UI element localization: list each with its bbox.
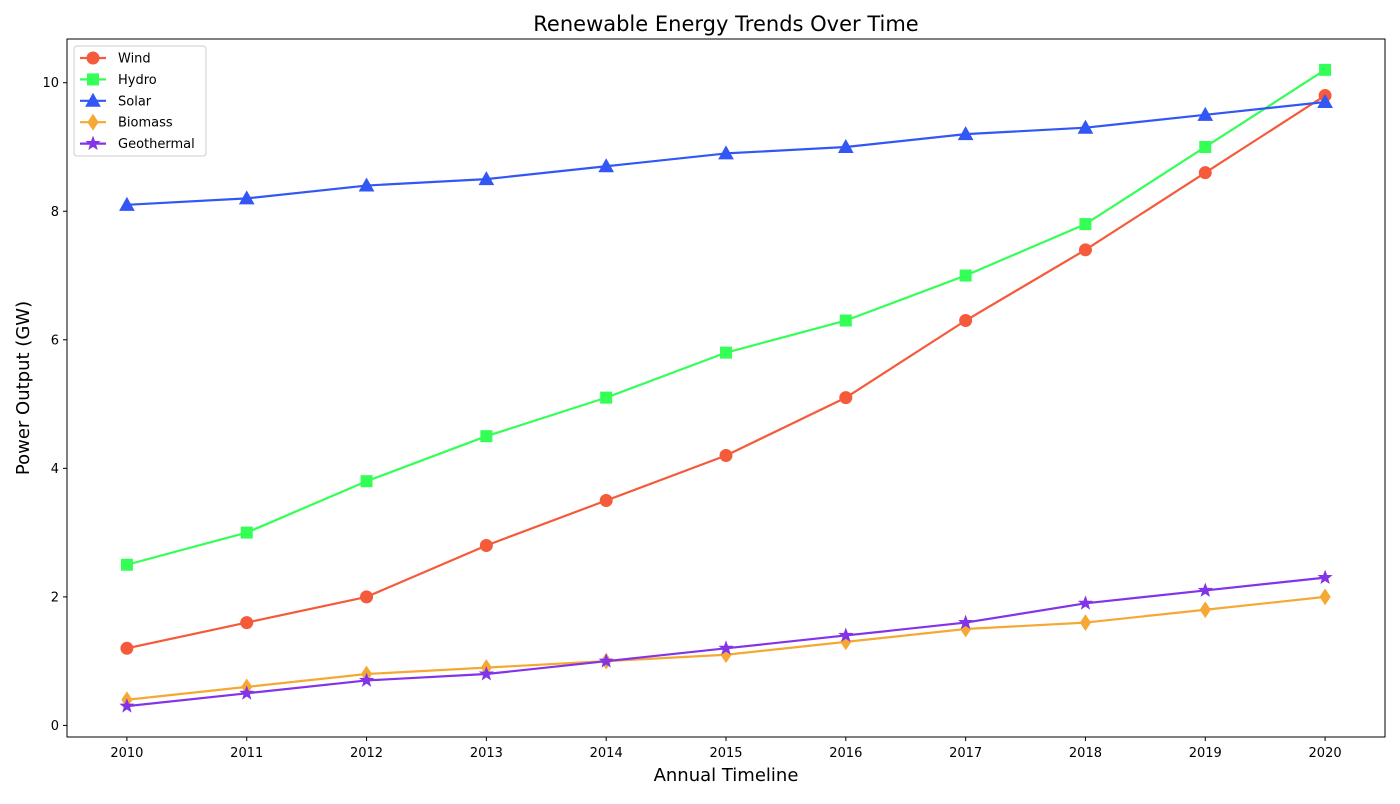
data-point-hydro — [1199, 140, 1212, 153]
data-point-geothermal — [958, 614, 974, 630]
data-point-hydro — [959, 269, 972, 282]
x-axis-label: Annual Timeline — [654, 765, 799, 786]
y-axis: 0 2 4 6 8 10 — [42, 76, 67, 734]
legend-item-hydro: Hydro — [80, 73, 157, 88]
data-point-hydro — [1319, 63, 1332, 76]
data-point-hydro — [480, 430, 493, 443]
data-point-wind — [120, 641, 134, 655]
data-point-solar — [358, 177, 375, 192]
data-point-solar — [1197, 106, 1214, 121]
legend-label-hydro: Hydro — [118, 73, 157, 88]
data-point-hydro — [720, 346, 732, 359]
data-point-solar — [1317, 93, 1333, 108]
data-point-solar — [837, 138, 854, 153]
legend-label-wind: Wind — [118, 52, 151, 67]
x-tick-label: 2017 — [949, 746, 982, 761]
data-point-solar — [478, 171, 495, 186]
data-point-hydro — [600, 391, 613, 404]
x-tick-label: 2018 — [1069, 746, 1102, 761]
data-point-geothermal — [598, 653, 614, 668]
data-point-geothermal — [838, 627, 854, 642]
x-tick-label: 2020 — [1309, 746, 1342, 761]
data-point-geothermal — [119, 698, 135, 713]
series-hydro — [120, 63, 1332, 571]
data-point-solar — [957, 126, 974, 141]
data-point-wind — [1078, 243, 1092, 257]
data-point-wind — [719, 448, 733, 462]
legend: Wind Hydro Solar Biomass Geothermal — [73, 45, 207, 157]
series-line-hydro — [125, 68, 1327, 566]
x-tick-label: 2011 — [230, 746, 263, 761]
legend-item-biomass: Biomass — [80, 113, 173, 131]
data-point-solar — [718, 145, 734, 160]
data-point-wind — [599, 493, 613, 507]
data-point-geothermal — [478, 666, 494, 681]
data-point-geothermal — [1317, 569, 1333, 585]
data-point-hydro — [1079, 218, 1092, 231]
data-point-geothermal — [1197, 582, 1213, 597]
legend-label-biomass: Biomass — [118, 116, 173, 131]
legend-label-solar: Solar — [118, 94, 152, 109]
data-point-wind — [1198, 166, 1212, 180]
x-tick-label: 2016 — [829, 746, 862, 761]
data-point-geothermal — [239, 685, 255, 700]
legend-marker-wind — [86, 51, 100, 65]
data-point-solar — [1077, 119, 1094, 134]
data-point-biomass — [1079, 614, 1092, 631]
y-tick-label: 10 — [42, 76, 59, 91]
data-point-solar — [119, 196, 135, 211]
data-point-geothermal — [358, 672, 375, 687]
data-point-biomass — [1199, 601, 1211, 619]
legend-item-geothermal: Geothermal — [80, 135, 195, 152]
legend-item-wind: Wind — [80, 51, 151, 67]
legend-item-solar: Solar — [80, 92, 152, 109]
data-point-hydro — [120, 558, 133, 571]
legend-label-geothermal: Geothermal — [118, 137, 195, 152]
legend-marker-geothermal — [85, 135, 101, 151]
x-tick-label: 2012 — [350, 746, 383, 761]
plot-frame — [66, 38, 1386, 738]
data-point-wind — [959, 314, 973, 328]
legend-marker-hydro — [87, 73, 99, 86]
y-tick-label: 0 — [51, 719, 59, 734]
series-layer — [119, 63, 1333, 713]
y-tick-label: 2 — [51, 590, 59, 605]
x-tick-label: 2013 — [470, 746, 503, 761]
x-axis: 2010 2011 2012 2013 2014 2015 2016 2017 2018 2019… — [110, 737, 1342, 761]
data-point-hydro — [360, 475, 373, 488]
chart-title: Renewable Energy Trends Over Time — [533, 12, 918, 36]
data-point-biomass — [1319, 588, 1331, 606]
y-axis-label: Power Output (GW) — [13, 301, 34, 475]
x-tick-label: 2015 — [709, 746, 742, 761]
series-line-wind — [125, 94, 1327, 650]
legend-box — [73, 45, 207, 157]
x-tick-label: 2019 — [1189, 746, 1222, 761]
y-tick-label: 4 — [51, 462, 59, 477]
legend-marker-biomass — [87, 113, 99, 131]
data-point-wind — [479, 538, 493, 552]
plot-area — [66, 38, 1386, 738]
series-wind — [120, 89, 1332, 655]
x-tick-label: 2010 — [110, 746, 143, 761]
legend-marker-solar — [85, 92, 101, 107]
data-point-solar — [598, 158, 615, 173]
data-point-wind — [360, 590, 374, 604]
y-tick-label: 8 — [51, 205, 59, 220]
data-point-hydro — [240, 526, 253, 539]
data-point-wind — [839, 391, 853, 405]
series-geothermal — [119, 569, 1333, 713]
data-point-geothermal — [718, 640, 734, 655]
data-point-hydro — [839, 314, 852, 327]
series-solar — [119, 93, 1333, 211]
x-tick-label: 2014 — [590, 746, 623, 761]
data-point-wind — [240, 616, 254, 630]
data-point-geothermal — [1077, 595, 1094, 610]
data-point-solar — [238, 190, 255, 205]
y-tick-label: 6 — [51, 333, 59, 348]
